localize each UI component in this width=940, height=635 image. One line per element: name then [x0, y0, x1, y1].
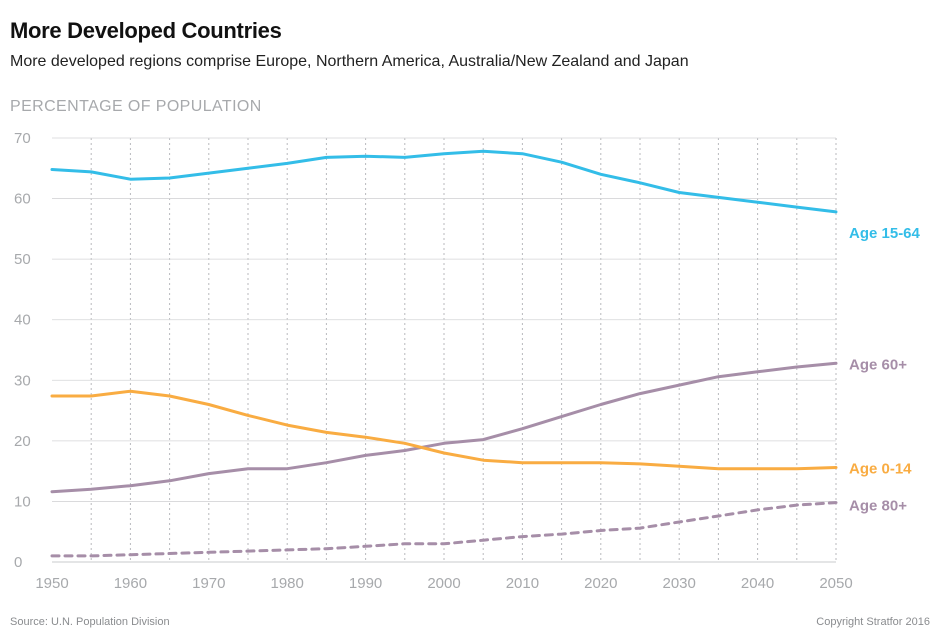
y-tick-label: 50	[14, 251, 31, 268]
y-tick-label: 20	[14, 433, 31, 450]
series-label: Age 0-14	[849, 461, 912, 478]
x-tick-label: 2030	[663, 575, 696, 592]
x-tick-label: 2010	[506, 575, 539, 592]
y-tick-label: 70	[14, 130, 31, 147]
series-label: Age 15-64	[849, 225, 921, 242]
x-tick-label: 2020	[584, 575, 617, 592]
grid	[52, 137, 837, 563]
x-tick-label: 2050	[819, 575, 852, 592]
y-tick-label: 40	[14, 312, 31, 329]
x-tick-label: 1970	[192, 575, 225, 592]
x-tick-label: 1990	[349, 575, 382, 592]
y-axis-label: PERCENTAGE OF POPULATION	[10, 98, 262, 115]
y-tick-label: 30	[14, 372, 31, 389]
series-labels: Age 15-64 Age 60+ Age 0-14 Age 80+	[849, 225, 921, 515]
source-note: Source: U.N. Population Division	[10, 616, 170, 628]
series-line	[50, 389, 838, 471]
y-tick-label: 60	[14, 191, 31, 208]
x-axis-ticks: 1950 1960 1970 1980 1990 2000 2010 2020 2030 2040…	[35, 575, 852, 592]
series-label: Age 60+	[849, 356, 907, 373]
y-tick-label: 0	[14, 554, 22, 571]
x-tick-label: 1960	[114, 575, 147, 592]
x-tick-label: 2000	[427, 575, 460, 592]
series-line	[50, 149, 838, 214]
copyright-note: Copyright Stratfor 2016	[816, 616, 930, 628]
series-label: Age 80+	[849, 498, 907, 515]
y-tick-label: 10	[14, 493, 31, 510]
chart-subtitle: More developed regions comprise Europe, …	[10, 53, 689, 70]
series-line	[50, 361, 838, 494]
x-tick-label: 1980	[271, 575, 304, 592]
chart-title: More Developed Countries	[10, 18, 282, 43]
series-lines	[50, 149, 838, 558]
y-axis-ticks: 0 10 20 30 40 50 60 70	[14, 130, 31, 571]
x-tick-label: 2040	[741, 575, 774, 592]
series-line	[50, 501, 838, 558]
x-tick-label: 1950	[35, 575, 68, 592]
